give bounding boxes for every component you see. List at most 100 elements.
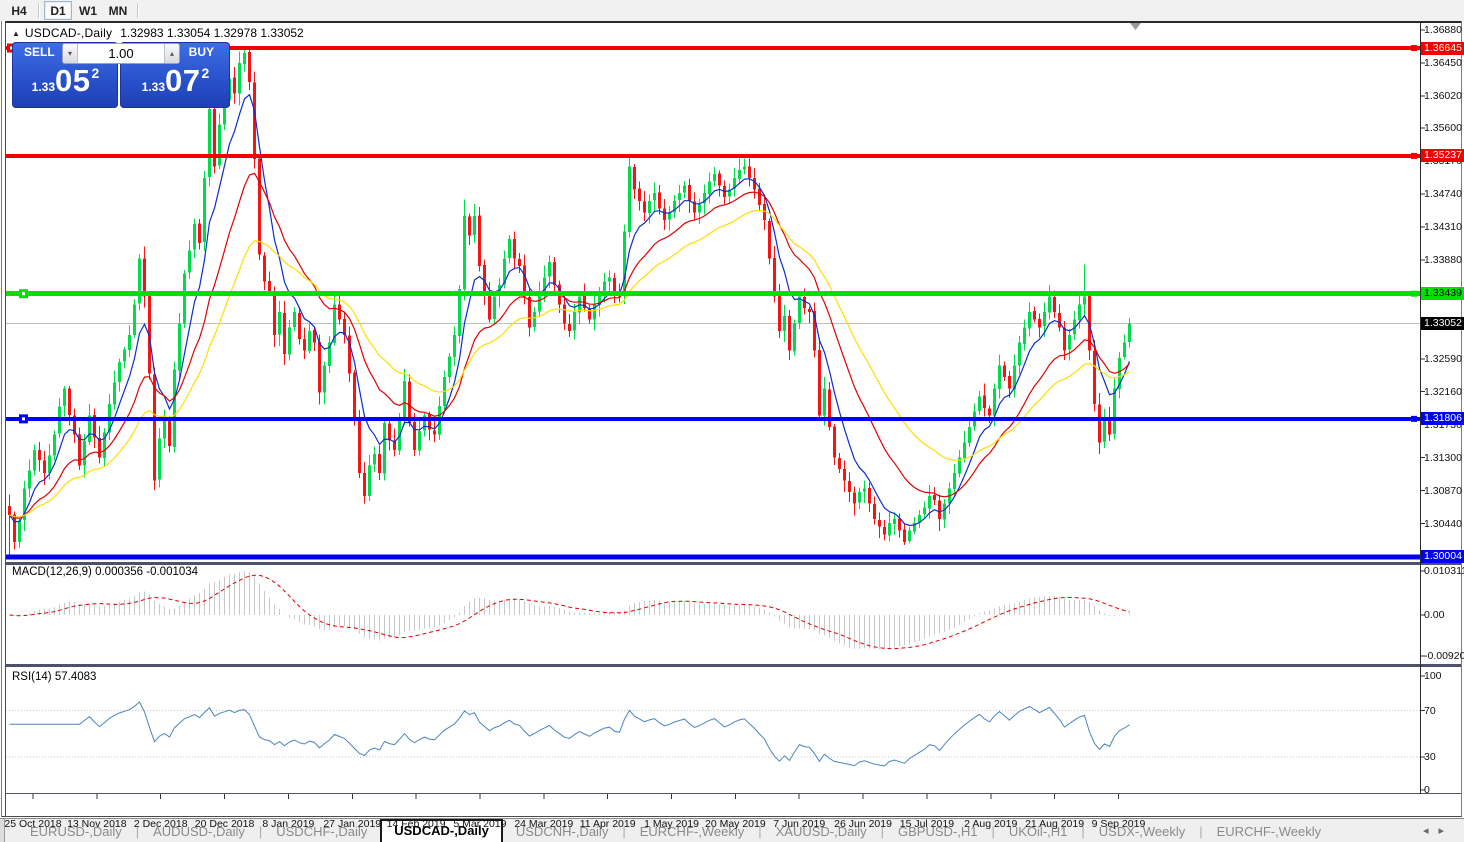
date-label: 21 Aug 2019 xyxy=(1025,818,1085,830)
chart-tab-usdx-weekly[interactable]: USDX-,Weekly xyxy=(1098,823,1186,839)
price-tick-label: 1.31300 xyxy=(1424,451,1462,464)
macd-scale-label: -0.009203 xyxy=(1424,650,1464,662)
date-label: 24 Mar 2019 xyxy=(514,818,574,830)
date-label: 2 Dec 2018 xyxy=(133,818,188,830)
price-tick-label: 1.36450 xyxy=(1424,56,1462,69)
price-tick-label: 1.36880 xyxy=(1424,23,1462,36)
timeframe-button-h4[interactable]: H4 xyxy=(11,3,27,18)
tab-separator: | xyxy=(758,823,762,839)
rsi-line xyxy=(9,701,1130,767)
panel-splitter-2 xyxy=(6,664,1462,667)
chart-ohlc-values: 1.32983 1.33054 1.32978 1.33052 xyxy=(120,26,304,40)
date-label: 13 Nov 2018 xyxy=(67,818,127,830)
macd-scale-label: 0.00 xyxy=(1424,609,1445,621)
price-tick-label: 1.30870 xyxy=(1424,484,1462,497)
macd-histogram xyxy=(14,571,1130,649)
date-label: 11 Apr 2019 xyxy=(579,818,636,830)
chart-tab-eurusd-daily[interactable]: EURUSD-,Daily xyxy=(30,823,122,839)
volume-input[interactable]: 1.00 xyxy=(108,46,134,61)
volume-increase-button[interactable]: ▴ xyxy=(164,44,179,63)
price-tick-label: 1.36020 xyxy=(1424,89,1462,102)
moving-average-line-1 xyxy=(9,93,1131,527)
date-label: 5 Mar 2019 xyxy=(453,818,507,830)
tab-scroll-right-icon[interactable]: ▸ xyxy=(1438,825,1454,837)
rsi-scale-label: 0 xyxy=(1424,784,1430,796)
rsi-indicator-title: RSI(14) 57.4083 xyxy=(12,671,97,683)
tab-separator: | xyxy=(1081,823,1085,839)
timeframe-button-mn[interactable]: MN xyxy=(108,3,128,18)
date-label: 8 Jan 2019 xyxy=(262,818,315,830)
chart-tab-ukoil-h1[interactable]: UKOil-,H1 xyxy=(1008,823,1068,839)
tab-separator: | xyxy=(622,823,626,839)
tab-scroll-left-icon[interactable]: ◂ xyxy=(1422,825,1439,837)
level-line-right-handle xyxy=(1411,290,1417,297)
candlesticks xyxy=(8,49,1131,558)
timeframe-button-w1[interactable]: W1 xyxy=(79,3,97,18)
price-badge: 1.30004 xyxy=(1421,550,1464,564)
price-badge: 1.35237 xyxy=(1421,149,1464,163)
buy-button-label: BUY xyxy=(188,45,214,59)
date-label: 2 Aug 2019 xyxy=(964,818,1018,830)
date-label: 9 Sep 2019 xyxy=(1091,818,1146,830)
macd-scale-label: 0.010311 xyxy=(1424,565,1464,577)
timeframe-toolbar: H4 D1 W1 MN xyxy=(0,0,1464,22)
tab-separator: | xyxy=(991,823,995,839)
chart-canvas[interactable] xyxy=(0,21,1464,839)
macd-indicator-title: MACD(12,26,9) 0.000356 -0.001034 xyxy=(12,566,199,578)
rsi-scale-label: 100 xyxy=(1424,670,1442,682)
tabs-holder: EURUSD-,Daily | AUDUSD-,Daily | USDCHF-,Dail… xyxy=(17,819,1334,842)
price-tick-label: 1.34310 xyxy=(1424,220,1462,233)
date-label: 14 Feb 2019 xyxy=(386,818,446,830)
level-line-right-handle xyxy=(1411,45,1417,51)
price-badge: 1.31806 xyxy=(1421,412,1464,426)
price-badge: 1.33052 xyxy=(1421,316,1464,330)
chart-tab-usdcad-daily[interactable]: USDCAD-,Daily xyxy=(380,819,503,842)
level-line-handle-dot xyxy=(22,292,25,296)
chart-tab-eurchf-weekly[interactable]: EURCHF-,Weekly xyxy=(639,823,745,839)
chart-tab-eurchf-weekly[interactable]: EURCHF-,Weekly xyxy=(1216,823,1322,839)
date-label: 7 Jun 2019 xyxy=(773,818,826,830)
tab-separator: | xyxy=(135,823,140,839)
timeframe-button-d1[interactable]: D1 xyxy=(44,1,72,20)
level-line-right-handle xyxy=(1411,415,1417,422)
chart-shift-marker-icon xyxy=(1130,23,1141,30)
tab-separator: | xyxy=(1199,823,1203,839)
date-label: 25 Oct 2018 xyxy=(4,818,62,830)
volume-control: ▾ 1.00 ▴ xyxy=(62,43,180,64)
price-tick-label: 1.35600 xyxy=(1424,122,1462,135)
toolbar-separator xyxy=(38,3,39,18)
price-badge: 1.36645 xyxy=(1421,41,1464,55)
chart-tab-usdchf-daily[interactable]: USDCHF-,Daily xyxy=(276,823,368,839)
price-tick-label: 1.32160 xyxy=(1424,385,1462,398)
moving-average-line-3 xyxy=(9,209,1130,518)
price-tick-label: 1.33880 xyxy=(1424,253,1462,266)
rsi-scale-label: 70 xyxy=(1424,704,1436,717)
tab-separator: | xyxy=(880,823,885,839)
price-badge: 1.33439 xyxy=(1421,287,1464,301)
level-line-right-handle xyxy=(1411,152,1417,159)
chart-tab-xauusd-daily[interactable]: XAUUSD-,Daily xyxy=(775,823,867,839)
chart-window: ▲ USDCAD-,Daily 1.32983 1.33054 1.32978 1.… xyxy=(0,21,1464,830)
caret-down-icon: ▾ xyxy=(67,49,72,58)
chart-symbol-label: USDCAD-,Daily xyxy=(24,26,113,40)
caret-up-icon: ▴ xyxy=(169,49,174,58)
chart-tab-audusd-daily[interactable]: AUDUSD-,Daily xyxy=(153,823,245,839)
chart-tab-gbpusd-h1[interactable]: GBPUSD-,H1 xyxy=(898,823,978,839)
date-label: 26 Jun 2019 xyxy=(834,818,892,830)
price-tick-label: 1.32590 xyxy=(1424,352,1462,365)
price-tick-label: 1.30440 xyxy=(1424,517,1462,530)
toolbar-separator xyxy=(137,3,138,18)
one-click-trading-panel: SELL 1.33052 BUY 1.33072 ▾ 1.00 ▴ xyxy=(12,42,230,108)
sell-price: 1.33052 xyxy=(31,63,100,98)
date-label: 27 Jan 2019 xyxy=(323,818,382,830)
level-line-handle-dot xyxy=(10,46,13,50)
rsi-scale-label: 30 xyxy=(1424,750,1436,763)
panel-splitter-1 xyxy=(6,562,1462,565)
chart-tab-usdcnh-daily[interactable]: USDCNH-,Daily xyxy=(515,823,609,839)
date-label: 1 May 2019 xyxy=(644,818,699,830)
panel-collapse-icon[interactable]: ▲ xyxy=(12,29,20,38)
volume-decrease-button[interactable]: ▾ xyxy=(63,44,78,63)
date-label: 15 Jul 2019 xyxy=(899,818,955,830)
date-label: 20 Dec 2018 xyxy=(194,818,255,830)
